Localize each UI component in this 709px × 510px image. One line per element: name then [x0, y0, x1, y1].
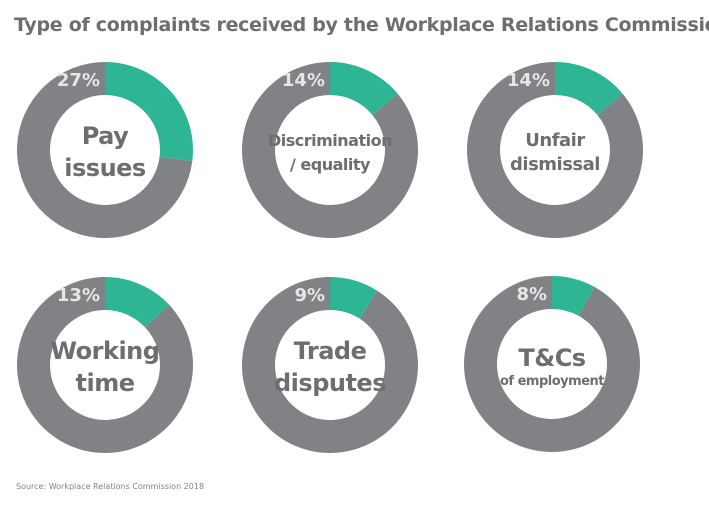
category-label-line1: T&Cs	[518, 344, 585, 372]
percent-label: 13%	[57, 285, 100, 306]
donut-5: 9% Trade disputes	[241, 277, 418, 454]
category-label-line1: Unfair	[525, 130, 585, 151]
donut-2: 14% Discrimination / equality	[242, 62, 419, 238]
chart-title: Type of complaints received by the Workp…	[14, 14, 709, 36]
donut-remainder-segment	[464, 276, 640, 452]
donut-remainder-segment	[467, 62, 643, 238]
category-label-line1: Trade	[294, 337, 367, 365]
donut-6: 8% T&Cs of employment	[464, 276, 640, 452]
category-label-line2: of employment	[500, 374, 604, 389]
category-label-line2: time	[76, 369, 135, 397]
category-label-line2: issues	[64, 154, 146, 182]
donut-value-segment	[105, 62, 194, 162]
percent-label: 8%	[516, 284, 547, 305]
donut-3: 14% Unfair dismissal	[467, 62, 643, 238]
category-label-line1: Discrimination	[268, 131, 392, 150]
donut-1: 27% Pay issues	[17, 62, 194, 239]
category-label-line1: Working	[51, 337, 160, 365]
donut-value-segment	[552, 276, 595, 316]
percent-label: 27%	[57, 70, 100, 91]
percent-label: 9%	[294, 285, 325, 306]
donut-4: 13% Working time	[17, 277, 193, 453]
donut-remainder-segment	[242, 62, 419, 238]
source-note: Source: Workplace Relations Commission 2…	[16, 482, 205, 491]
percent-label: 14%	[282, 70, 325, 91]
category-label-line2: dismissal	[510, 154, 600, 175]
percent-label: 14%	[507, 70, 550, 91]
donut-remainder-segment	[17, 62, 193, 239]
category-label-line2: / equality	[290, 155, 371, 174]
donut-value-segment	[330, 277, 378, 319]
donut-value-segment	[105, 277, 170, 328]
donut-value-segment	[330, 62, 398, 115]
donut-remainder-segment	[17, 277, 193, 453]
donut-remainder-segment	[241, 277, 418, 454]
category-label-line1: Pay	[82, 122, 129, 150]
category-label-line2: disputes	[274, 369, 386, 397]
donut-value-segment	[555, 62, 623, 115]
